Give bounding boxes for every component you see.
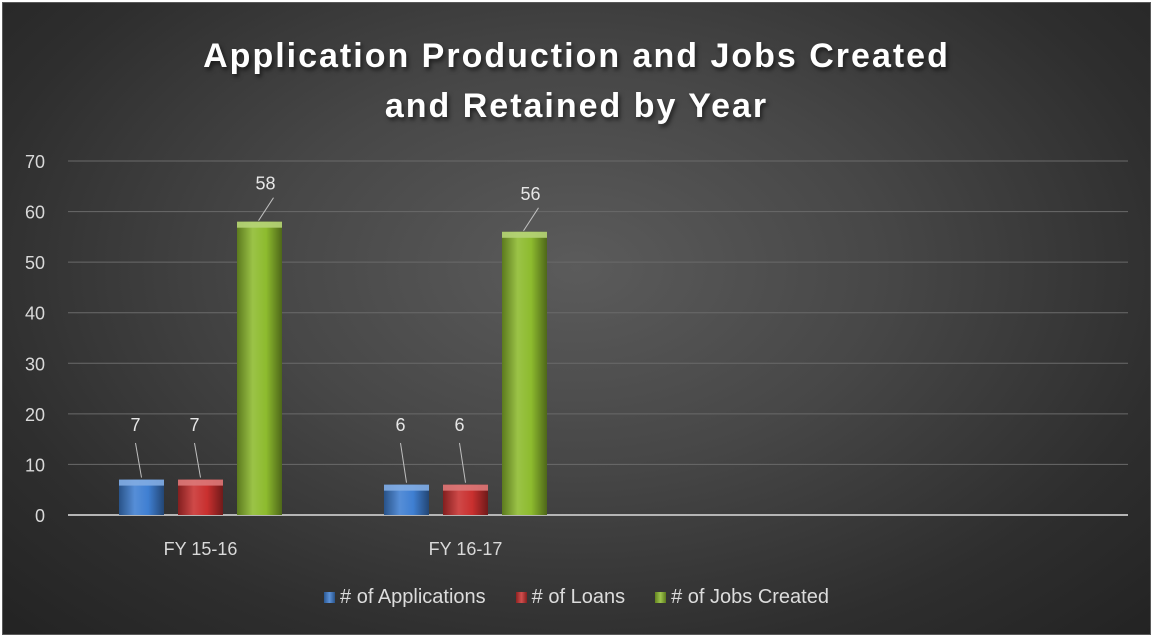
legend-item: # of Jobs Created <box>655 586 829 609</box>
bar-top-bevel <box>384 484 429 491</box>
legend-label: # of Loans <box>531 586 626 608</box>
x-tick-label: FY 15-16 <box>164 539 238 559</box>
data-label: 7 <box>189 415 199 435</box>
x-tick-label: FY 16-17 <box>429 539 503 559</box>
data-label: 6 <box>395 415 405 435</box>
bar-top-bevel <box>443 484 488 491</box>
leader-line <box>459 442 466 483</box>
y-tick-label: 70 <box>25 152 45 172</box>
chart-title-line-1: Application Production and Jobs Created <box>203 37 950 75</box>
legend: # of Applications # of Loans # of Jobs Cre… <box>3 586 1150 609</box>
y-tick-label: 0 <box>35 506 45 526</box>
bar-top-bevel <box>178 479 223 486</box>
legend-item: # of Applications <box>324 586 486 609</box>
leader-line <box>135 442 142 478</box>
chart-title-line-2: and Retained by Year <box>384 87 769 125</box>
y-tick-label: 40 <box>25 304 45 324</box>
data-label: 56 <box>520 184 540 204</box>
bar-top-bevel <box>119 479 164 486</box>
y-tick-label: 30 <box>25 354 45 374</box>
data-label: 58 <box>255 174 275 194</box>
leader-line <box>194 442 201 478</box>
leader-line <box>523 207 539 232</box>
y-tick-label: 60 <box>25 203 45 223</box>
bar-top-bevel <box>237 221 282 228</box>
y-tick-label: 10 <box>25 455 45 475</box>
y-tick-label: 50 <box>25 253 45 273</box>
bar <box>237 221 282 515</box>
data-label: 7 <box>130 415 140 435</box>
plot-area: 0 10 20 30 40 50 60 70 FY 15-16 FY 16-17 7 6 7 6 58 56 <box>25 152 1128 559</box>
chart-title: Application Production and Jobs Created … <box>3 31 1150 131</box>
legend-swatch <box>655 592 667 603</box>
legend-label: # of Applications <box>340 586 486 608</box>
legend-swatch <box>324 592 336 603</box>
bar-top-bevel <box>502 231 547 238</box>
data-label: 6 <box>454 415 464 435</box>
leader-line <box>400 442 407 483</box>
leader-line <box>258 197 274 221</box>
legend-item: # of Loans <box>515 586 626 609</box>
bar <box>502 231 547 516</box>
legend-swatch <box>515 592 527 603</box>
y-tick-label: 20 <box>25 405 45 425</box>
legend-label: # of Jobs Created <box>671 586 829 608</box>
